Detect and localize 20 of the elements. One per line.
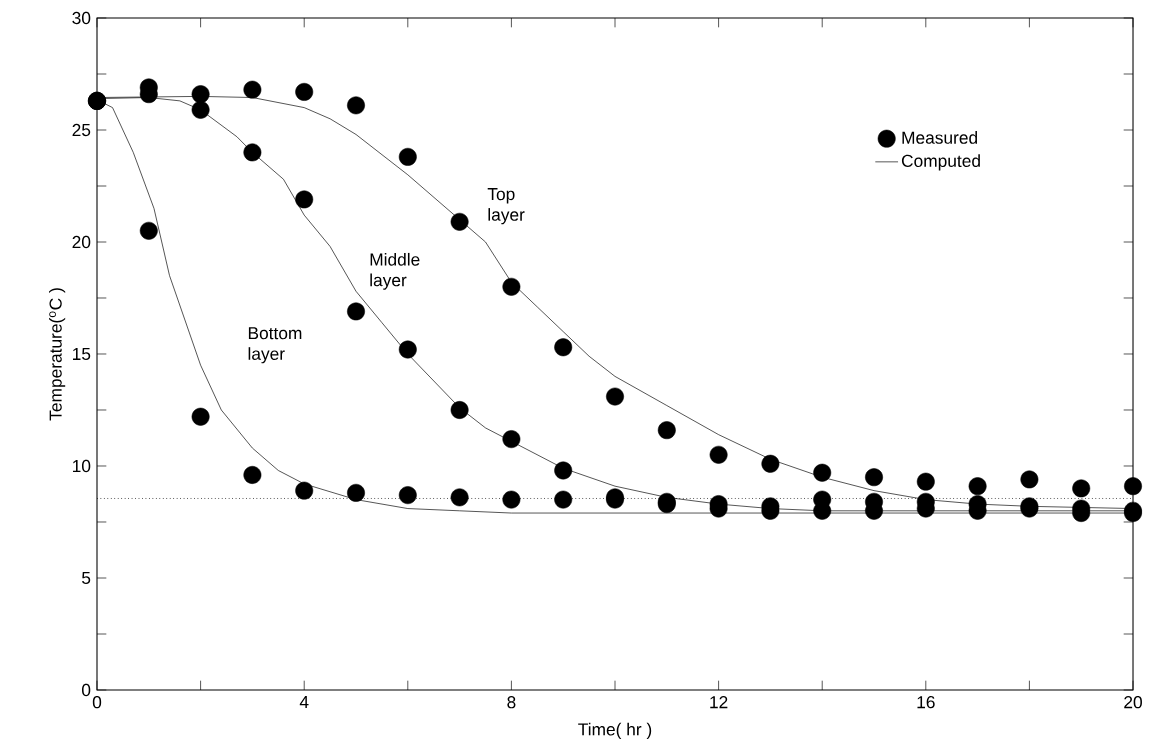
y-tick-label: 30 [72, 11, 91, 25]
y-tick-label: 25 [72, 123, 91, 137]
y-tick-label: 20 [72, 235, 91, 249]
x-tick-label: 0 [92, 696, 102, 709]
annotation: Top layer [487, 188, 525, 225]
legend-label: Computed [901, 154, 980, 171]
x-tick-label: 16 [917, 696, 935, 709]
annotation: Bottom layer [248, 327, 302, 364]
x-tick-label: 20 [1124, 696, 1142, 709]
legend-label: Measured [902, 131, 978, 144]
y-tick-label: 15 [73, 347, 91, 361]
x-axis-title: Time( hr ) [578, 722, 652, 739]
x-tick-label: 12 [710, 696, 728, 709]
y-axis-title: Temperature($^{o}$C ) [49, 288, 66, 421]
x-tick-label: 8 [507, 696, 516, 709]
y-tick-label: 0 [81, 683, 91, 697]
y-tick-label: 10 [73, 459, 91, 473]
y-tick-label: 5 [82, 571, 91, 585]
x-tick-label: 4 [299, 696, 309, 708]
annotation: Middle layer [370, 252, 420, 290]
